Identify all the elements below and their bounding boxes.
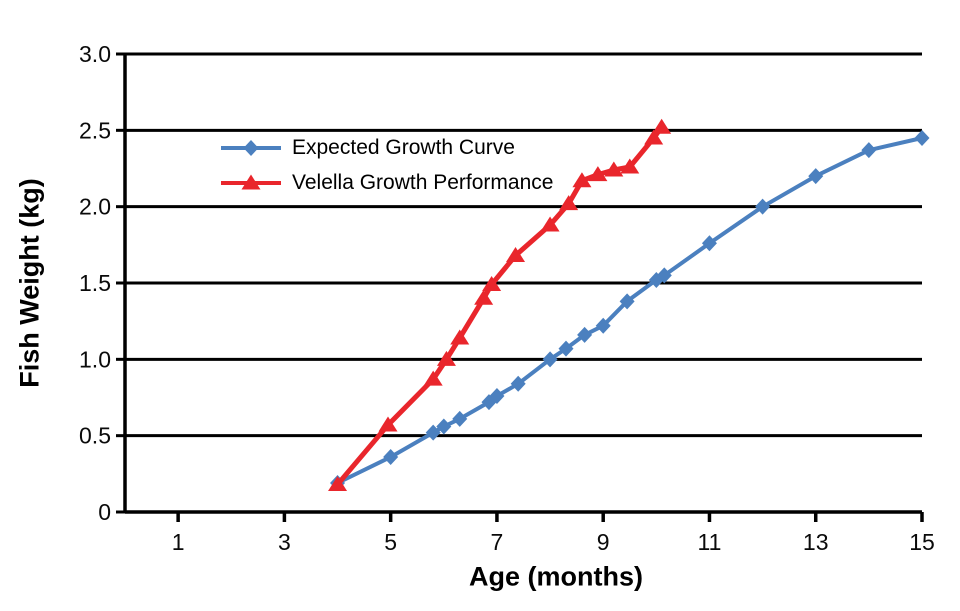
- data-point-marker-diamond: [542, 351, 558, 368]
- x-tick-label: 3: [278, 529, 291, 555]
- data-point-marker-triangle: [604, 161, 624, 177]
- data-point-marker-diamond: [558, 340, 574, 357]
- y-tick-label: 2.0: [79, 194, 111, 220]
- x-tick-label: 13: [803, 529, 829, 555]
- data-point-marker-diamond: [656, 267, 672, 284]
- data-point-marker-diamond: [808, 168, 824, 185]
- data-point-marker-diamond: [619, 293, 635, 310]
- data-point-marker-triangle: [559, 195, 579, 211]
- data-point-marker-triangle: [506, 247, 526, 263]
- y-tick-label: 1.5: [79, 270, 111, 296]
- data-point-marker-triangle: [378, 416, 398, 432]
- y-tick-label: 0.5: [79, 423, 111, 449]
- legend-item-velella-performance: Velella Growth Performance: [220, 165, 553, 200]
- data-point-marker-diamond: [383, 449, 399, 466]
- data-point-marker-diamond: [489, 387, 505, 404]
- y-tick-label: 1.0: [79, 346, 111, 372]
- y-tick-label: 3.0: [79, 41, 111, 67]
- data-point-marker-diamond: [595, 317, 611, 334]
- data-point-marker-triangle: [652, 118, 672, 134]
- data-point-marker-triangle: [540, 216, 560, 232]
- data-point-marker-diamond: [861, 142, 877, 159]
- x-tick-label: 1: [172, 529, 185, 555]
- series-line-velella: [335, 125, 664, 487]
- data-point-marker-diamond: [755, 198, 771, 215]
- legend-marker-velella-performance: [221, 174, 281, 189]
- legend-item-expected-growth: Expected Growth Curve: [220, 130, 553, 165]
- data-point-marker-diamond: [425, 424, 441, 441]
- data-point-marker-triangle: [436, 350, 456, 366]
- x-tick-label: 7: [491, 529, 504, 555]
- legend-marker-expected-growth: [221, 139, 281, 156]
- data-point-marker-triangle: [588, 166, 608, 182]
- legend-label-velella-performance: Velella Growth Performance: [292, 170, 554, 194]
- y-tick-label: 0: [98, 499, 111, 525]
- legend: Expected Growth Curve Velella Growth Per…: [220, 130, 553, 200]
- data-point-marker-diamond: [701, 235, 717, 252]
- x-axis-title: Age (months): [469, 561, 643, 592]
- data-point-marker-diamond: [452, 410, 468, 427]
- data-point-marker-triangle: [328, 476, 348, 492]
- y-axis-title: Fish Weight (kg): [14, 178, 45, 388]
- data-point-marker-triangle: [620, 158, 640, 174]
- data-point-marker-triangle: [644, 129, 664, 145]
- data-point-marker-diamond: [510, 375, 526, 392]
- x-tick-label: 11: [698, 529, 722, 555]
- data-point-marker-diamond: [914, 129, 930, 146]
- data-point-marker-triangle: [572, 172, 592, 188]
- data-point-marker-diamond: [436, 418, 452, 435]
- legend-label-expected-growth: Expected Growth Curve: [292, 135, 515, 159]
- legend-marker-glyph: [243, 139, 259, 156]
- data-point-marker-triangle: [450, 329, 470, 345]
- legend-marker-glyph: [241, 174, 261, 189]
- y-tick-label: 2.5: [79, 117, 111, 143]
- data-point-marker-diamond: [577, 326, 593, 343]
- data-point-marker-triangle: [482, 276, 502, 292]
- x-tick-label: 9: [597, 529, 610, 555]
- data-point-marker-triangle: [474, 289, 494, 305]
- x-tick-label: 5: [384, 529, 397, 555]
- x-tick-label: 15: [909, 529, 935, 555]
- data-point-marker-triangle: [423, 370, 443, 386]
